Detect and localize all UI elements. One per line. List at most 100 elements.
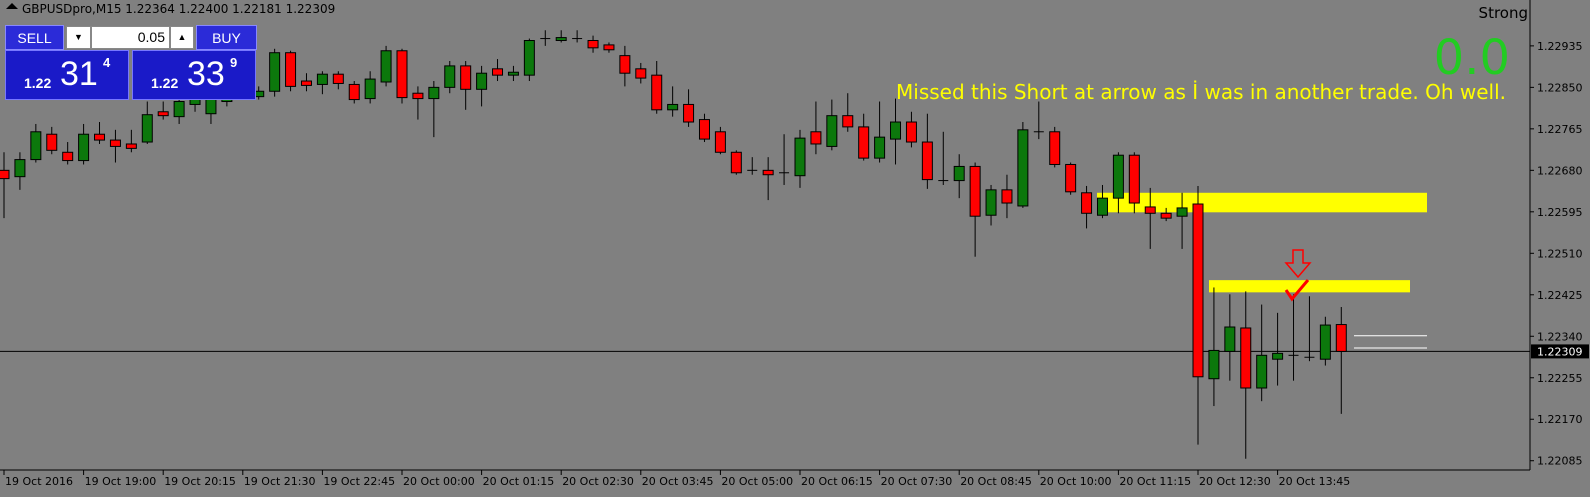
y-tick-label: 1.22085 xyxy=(1537,455,1583,468)
candle-body xyxy=(0,169,10,180)
candle-body xyxy=(173,101,185,118)
x-tick-label: 20 Oct 12:30 xyxy=(1199,475,1271,488)
candle-body xyxy=(507,71,519,76)
y-tick-label: 1.22850 xyxy=(1537,81,1583,94)
x-tick-label: 20 Oct 03:45 xyxy=(642,475,714,488)
candle-body xyxy=(810,131,822,145)
ask-small: 9 xyxy=(230,55,238,70)
candle-body xyxy=(444,65,456,88)
candle-body xyxy=(125,143,137,149)
candle-body xyxy=(651,74,663,111)
candle-body xyxy=(1192,203,1204,378)
candle-body xyxy=(14,159,26,178)
candle-body xyxy=(46,133,58,151)
candle-body xyxy=(285,52,297,87)
candle-body xyxy=(380,50,392,83)
candle-body xyxy=(1319,324,1331,360)
ask-quote[interactable]: 1.22 33 9 xyxy=(132,50,256,100)
y-tick-label: 1.22425 xyxy=(1537,289,1583,302)
annotation: Missed this Short at arrow as İ was in a… xyxy=(896,80,1506,104)
x-tick-label: 20 Oct 07:30 xyxy=(881,475,953,488)
candle-body xyxy=(905,121,917,143)
candle-body xyxy=(30,131,42,161)
x-tick-label: 19 Oct 22:45 xyxy=(323,475,395,488)
candle-body xyxy=(492,68,504,76)
candle-body xyxy=(794,137,806,177)
candle-body xyxy=(842,115,854,128)
candle-body xyxy=(428,86,440,100)
candle-body xyxy=(969,165,981,217)
check-annotation xyxy=(1284,279,1310,302)
buy-button[interactable]: BUY xyxy=(196,25,257,50)
sell-button[interactable]: SELL xyxy=(5,25,64,50)
candle-body xyxy=(94,133,106,141)
candle-body xyxy=(78,133,90,162)
candle-body xyxy=(890,121,902,140)
candle-body xyxy=(698,119,710,140)
candle-body xyxy=(1049,131,1061,165)
plot xyxy=(0,30,1530,459)
y-tick-label: 1.22680 xyxy=(1537,164,1583,177)
candle-body xyxy=(1112,154,1124,199)
candle-body xyxy=(157,111,169,117)
y-tick-label: 1.22510 xyxy=(1537,247,1583,260)
x-tick-label: 20 Oct 00:00 xyxy=(403,475,475,488)
y-tick-label: 1.22935 xyxy=(1537,40,1583,53)
candle-body xyxy=(555,37,567,42)
candle-body xyxy=(619,55,631,74)
candle-body xyxy=(730,151,742,174)
candle-body xyxy=(269,52,281,92)
x-tick-label: 19 Oct 2016 xyxy=(5,475,73,488)
candle-body xyxy=(1160,212,1172,219)
price-zone xyxy=(1209,280,1410,293)
ask-big: 33 xyxy=(187,55,225,93)
x-tick-label: 20 Oct 13:45 xyxy=(1279,475,1351,488)
y-tick-label: 1.22255 xyxy=(1537,372,1583,385)
candle-body xyxy=(316,73,328,85)
candle-body xyxy=(1017,129,1029,207)
x-tick-label: 20 Oct 02:30 xyxy=(562,475,634,488)
bid-prefix: 1.22 xyxy=(24,75,52,91)
trade-panel: SELL ▼ 0.05 ▲ BUY 1.22 31 4 1.22 33 9 xyxy=(5,25,257,101)
candle-body xyxy=(1128,154,1140,204)
candle-body xyxy=(921,141,933,181)
y-tick-label: 1.22765 xyxy=(1537,123,1583,136)
y-tick-label: 1.22170 xyxy=(1537,413,1583,426)
menu-icon[interactable] xyxy=(6,3,18,9)
candle-body xyxy=(587,40,599,49)
x-tick-label: 20 Oct 06:15 xyxy=(801,475,873,488)
candle-body xyxy=(635,68,647,79)
chart-title: GBPUSDpro,M15 1.22364 1.22400 1.22181 1.… xyxy=(22,2,335,16)
candle-body xyxy=(460,65,472,90)
candle-body xyxy=(762,169,774,176)
candle-body xyxy=(874,136,886,159)
candle-body xyxy=(523,40,535,76)
candle-body xyxy=(1081,192,1093,214)
candle-body xyxy=(396,50,408,99)
lot-input[interactable]: 0.05 xyxy=(91,26,170,49)
current-price-box xyxy=(1531,344,1589,359)
candle-body xyxy=(1256,354,1268,389)
lot-up[interactable]: ▲ xyxy=(170,26,194,49)
x-tick-label: 19 Oct 19:00 xyxy=(85,475,157,488)
x-tick-label: 20 Oct 08:45 xyxy=(960,475,1032,488)
candle-body xyxy=(953,165,965,182)
strong-label: Strong xyxy=(1479,4,1528,22)
x-tick-label: 19 Oct 20:15 xyxy=(164,475,236,488)
candle-body xyxy=(1176,207,1188,217)
candle-body xyxy=(109,139,121,147)
candle-body xyxy=(1335,324,1347,352)
lot-down[interactable]: ▼ xyxy=(66,26,91,49)
candle-body xyxy=(826,115,838,147)
candle-body xyxy=(1096,197,1108,216)
candle-body xyxy=(1065,163,1077,193)
x-tick-label: 20 Oct 05:00 xyxy=(721,475,793,488)
candle-body xyxy=(141,114,153,143)
bid-quote[interactable]: 1.22 31 4 xyxy=(5,50,129,100)
arrow-annotation xyxy=(1284,249,1312,279)
candle-body xyxy=(603,44,615,51)
current-price-label: 1.22309 xyxy=(1537,345,1583,358)
